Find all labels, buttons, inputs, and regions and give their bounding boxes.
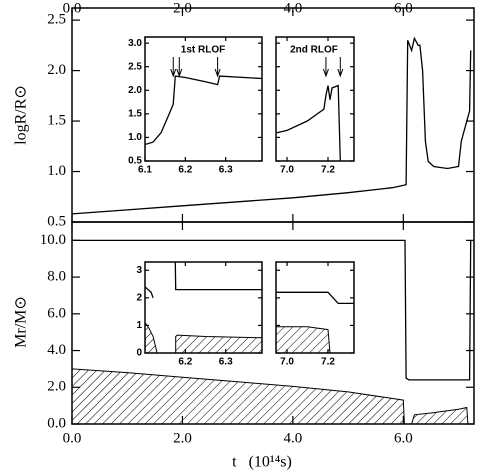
plot-area bbox=[276, 84, 341, 161]
arrow bbox=[337, 57, 344, 78]
y-tick-label: 2.0 bbox=[47, 379, 66, 395]
line bbox=[276, 84, 341, 161]
frame bbox=[71, 221, 475, 425]
frame bbox=[144, 36, 263, 162]
y-tick-label: 3.0 bbox=[128, 38, 142, 49]
x-tick-label: 6.3 bbox=[219, 357, 233, 368]
y-tick-label: 2.5 bbox=[47, 12, 66, 28]
line bbox=[276, 291, 354, 305]
frame bbox=[275, 36, 355, 162]
y-tick-label: 6.0 bbox=[47, 305, 66, 321]
y-axis-label: Mr/M⊙ bbox=[13, 296, 30, 348]
y-tick-label: 8.0 bbox=[47, 269, 66, 285]
arrow bbox=[176, 57, 183, 78]
x-tick-label: 4.0 bbox=[284, 0, 303, 16]
annotation: 1st RLOF bbox=[181, 45, 225, 56]
x-tick-label: 7.2 bbox=[321, 165, 335, 176]
x-tick-label: 6.2 bbox=[178, 165, 192, 176]
y-tick-label: 4.0 bbox=[47, 342, 66, 358]
x-axis-label: t (10¹⁴s) bbox=[232, 454, 292, 471]
x-tick-label: 0.0 bbox=[63, 0, 82, 16]
line bbox=[145, 75, 262, 146]
y-tick-label: 1.0 bbox=[47, 163, 66, 179]
x-tick-label: 6.0 bbox=[394, 430, 413, 446]
hatched-area bbox=[175, 334, 262, 353]
y-tick-label: 1.0 bbox=[128, 132, 142, 143]
y-tick-label: 0.5 bbox=[128, 156, 142, 167]
x-tick-label: 6.1 bbox=[138, 165, 152, 176]
hatched-area bbox=[145, 321, 158, 353]
line bbox=[174, 262, 262, 291]
y-tick-label: 1 bbox=[136, 320, 142, 331]
plot-area bbox=[145, 262, 262, 353]
line bbox=[72, 239, 472, 381]
plot-area bbox=[276, 291, 354, 353]
plot-area bbox=[145, 75, 262, 146]
y-tick-label: 1.5 bbox=[128, 108, 142, 119]
arrow bbox=[170, 57, 177, 78]
x-tick-label: 0.0 bbox=[63, 430, 82, 446]
x-tick-label: 7.0 bbox=[280, 357, 294, 368]
arrow bbox=[322, 57, 329, 78]
x-tick-label: 7.2 bbox=[321, 357, 335, 368]
y-tick-label: 3 bbox=[136, 265, 142, 276]
x-tick-label: 4.0 bbox=[284, 430, 303, 446]
y-tick-label: 0.0 bbox=[47, 415, 66, 431]
y-tick-label: 2.5 bbox=[128, 61, 142, 72]
y-tick-label: 2.0 bbox=[47, 62, 66, 78]
annotation: 2nd RLOF bbox=[290, 45, 338, 56]
plot-area bbox=[72, 239, 472, 424]
y-tick-label: 2.0 bbox=[128, 85, 142, 96]
y-tick-label: 10.0 bbox=[40, 232, 66, 248]
y-tick-label: 1.5 bbox=[47, 112, 66, 128]
x-tick-label: 2.0 bbox=[173, 430, 192, 446]
hatched-area bbox=[276, 326, 331, 353]
y-tick-label: 0.5 bbox=[47, 213, 66, 229]
line bbox=[145, 286, 154, 299]
arrow bbox=[214, 57, 221, 78]
plot-area bbox=[72, 36, 472, 215]
x-tick-label: 2.0 bbox=[173, 0, 192, 16]
x-tick-label: 6.2 bbox=[178, 357, 192, 368]
x-tick-label: 6.3 bbox=[219, 165, 233, 176]
hatched-area bbox=[411, 406, 469, 424]
frame bbox=[144, 261, 263, 354]
hatched-area bbox=[72, 368, 405, 424]
y-tick-label: 2 bbox=[136, 292, 142, 303]
frame bbox=[275, 261, 355, 354]
x-tick-label: 7.0 bbox=[280, 165, 294, 176]
y-tick-label: 0 bbox=[136, 348, 142, 359]
y-axis-label: logR/R⊙ bbox=[13, 85, 30, 145]
x-tick-label: 6.0 bbox=[394, 0, 413, 16]
line bbox=[72, 36, 472, 215]
